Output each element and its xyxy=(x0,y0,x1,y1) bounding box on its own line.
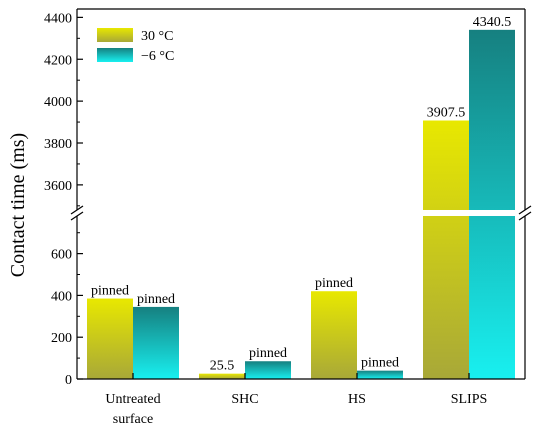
bar-shc-s0 xyxy=(199,373,245,379)
bar-slips-s1 xyxy=(469,29,515,379)
data-label: 25.5 xyxy=(210,359,235,374)
legend-swatch xyxy=(97,48,133,62)
y-tick-label: 600 xyxy=(51,248,72,263)
legend: 30 °C −6 °C xyxy=(97,28,174,64)
legend-label: −6 °C xyxy=(141,49,174,64)
legend-swatch xyxy=(97,28,133,42)
bar-shc-s1 xyxy=(245,361,291,379)
y-ticks: 0 200 400 600 3600 3800 4000 4200 4400 xyxy=(44,11,83,388)
data-label: 3907.5 xyxy=(427,105,466,120)
y-tick-label: 0 xyxy=(65,373,72,388)
data-label: pinned xyxy=(361,356,399,371)
y-tick-label: 4000 xyxy=(44,95,72,110)
category-label: Untreated xyxy=(105,392,160,407)
plot-frame xyxy=(70,8,532,380)
bar-untreated-surface-s1 xyxy=(133,306,179,379)
y-tick-label: 200 xyxy=(51,331,72,346)
category-labels: Untreated surface SHC HS SLIPS xyxy=(105,373,487,427)
axis-break-gap xyxy=(69,210,533,216)
y-tick-label: 4200 xyxy=(44,53,72,68)
data-label: 4340.5 xyxy=(473,15,512,30)
data-label: pinned xyxy=(249,346,287,361)
y-tick-label: 3800 xyxy=(44,137,72,152)
break-mark-left-a xyxy=(70,205,84,215)
bars-group xyxy=(69,29,533,379)
category-label: SHC xyxy=(231,392,258,407)
data-labels: pinned pinned 25.5 pinned pinned pinned 3907.5… xyxy=(91,15,511,374)
legend-label: 30 °C xyxy=(141,29,173,44)
break-mark-left-b xyxy=(70,211,84,221)
data-label: pinned xyxy=(137,292,175,307)
category-label: SLIPS xyxy=(451,392,488,407)
break-mark-right-b xyxy=(518,211,532,221)
bar-untreated-surface-s0 xyxy=(87,298,133,379)
data-label: pinned xyxy=(91,284,129,299)
bar-hs-s1 xyxy=(357,370,403,379)
category-label: surface xyxy=(113,412,153,427)
y-tick-label: 4400 xyxy=(44,11,72,26)
bar-slips-s0 xyxy=(423,120,469,379)
break-mark-right-a xyxy=(518,205,532,215)
bar-hs-s0 xyxy=(311,291,357,379)
y-tick-label: 3600 xyxy=(44,179,72,194)
category-label: HS xyxy=(348,392,366,407)
data-label: pinned xyxy=(315,276,353,291)
y-axis-title: Contact time (ms) xyxy=(7,133,29,277)
y-tick-label: 400 xyxy=(51,289,72,304)
